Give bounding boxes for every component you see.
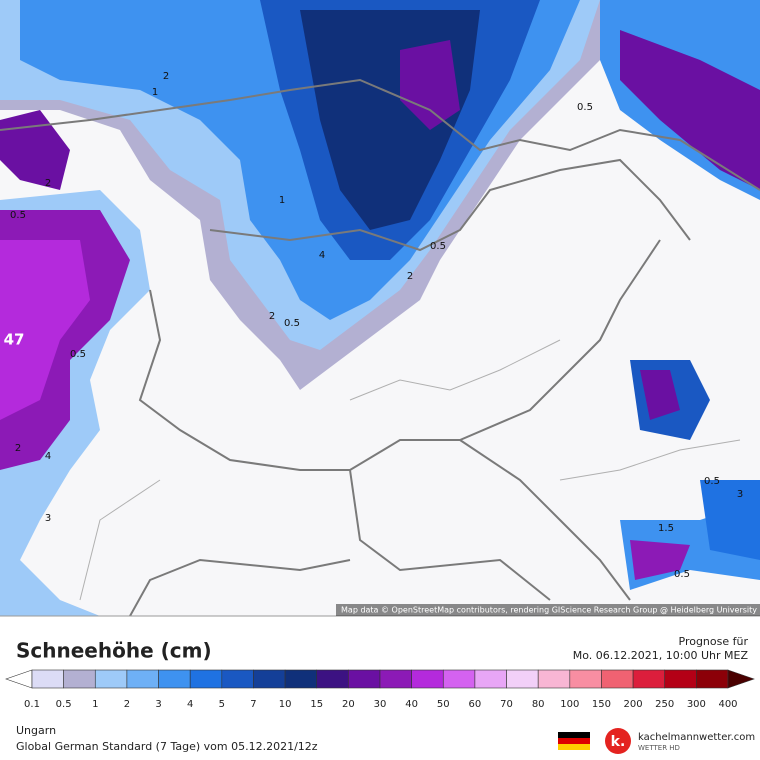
- legend-tick-label: 4: [187, 699, 193, 710]
- legend-tick-label: 0.5: [56, 699, 72, 710]
- contour-label: 0.5: [430, 241, 446, 252]
- legend-swatch: [506, 669, 539, 689]
- brand-name: kachelmannwetter.com: [638, 732, 755, 743]
- model-run: Global German Standard (7 Tage) vom 05.1…: [16, 740, 318, 753]
- legend-tick-label: 80: [532, 699, 545, 710]
- contour-label: 0.5: [284, 318, 300, 329]
- contour-label: 3: [737, 489, 743, 500]
- snow-areas: [0, 0, 760, 616]
- legend-swatch: [632, 669, 666, 689]
- contour-label: 1: [152, 87, 158, 98]
- legend-tick-label: 15: [310, 699, 323, 710]
- contour-label: 0.5: [70, 349, 86, 360]
- borders: [0, 78, 760, 617]
- legend-arrow-high: [727, 669, 755, 689]
- attribution-bg: [336, 604, 760, 616]
- legend-tick-label: 150: [592, 699, 611, 710]
- legend-swatch: [63, 669, 96, 689]
- contour-label: 1: [279, 195, 285, 206]
- attribution: Map data © OpenStreetMap contributors, r…: [341, 606, 757, 615]
- contour-label: 2: [269, 311, 275, 322]
- flag: [558, 732, 590, 750]
- legend-swatch: [94, 669, 128, 689]
- legend-tick-label: 50: [437, 699, 450, 710]
- brand-logo: [605, 728, 631, 754]
- contour-label: 2: [45, 178, 51, 189]
- legend-tick-label: 100: [560, 699, 579, 710]
- contour-label: 2: [15, 443, 21, 454]
- legend-swatch: [284, 669, 318, 689]
- contour-label: 4: [45, 451, 51, 462]
- legend-tick-label: 250: [655, 699, 674, 710]
- region: Ungarn: [16, 724, 56, 737]
- contour-label: 1.5: [658, 523, 674, 534]
- legend-swatch: [696, 669, 729, 689]
- contour-label: 0.5: [674, 569, 690, 580]
- legend-swatch: [348, 669, 381, 689]
- legend-swatch: [569, 669, 602, 689]
- legend-tick-label: 3: [155, 699, 161, 710]
- legend-tick-label: 7: [250, 699, 256, 710]
- contour-label: 4: [319, 250, 325, 261]
- contour-label: 0.5: [577, 102, 593, 113]
- legend-title: Schneehöhe (cm): [16, 639, 212, 663]
- regional-borders: [79, 339, 741, 601]
- legend-tick-label: 2: [124, 699, 130, 710]
- legend-swatch: [442, 669, 476, 689]
- legend-tick-label: 30: [374, 699, 387, 710]
- legend-swatch: [189, 669, 223, 689]
- contour-label: 3: [45, 513, 51, 524]
- contour-label: 47: [4, 331, 25, 349]
- legend-swatch: [664, 669, 697, 689]
- legend-swatch: [126, 669, 159, 689]
- legend-swatch: [221, 669, 254, 689]
- legend-tick-label: 40: [405, 699, 418, 710]
- contour-label: 2: [163, 71, 169, 82]
- legend-swatch: [31, 669, 64, 689]
- legend-tick-label: 300: [687, 699, 706, 710]
- contour-label: 2: [407, 271, 413, 282]
- legend-swatch: [316, 669, 349, 689]
- legend-tick-label: 200: [624, 699, 643, 710]
- contour-label: 0.5: [704, 476, 720, 487]
- legend-tick-label: 0.1: [24, 699, 40, 710]
- legend-tick-label: 60: [469, 699, 482, 710]
- legend-tick-label: 20: [342, 699, 355, 710]
- legend-swatch: [411, 669, 444, 689]
- legend-swatch: [379, 669, 412, 689]
- legend-tick-label: 70: [500, 699, 513, 710]
- legend-swatch: [158, 669, 191, 689]
- legend-swatch: [601, 669, 634, 689]
- legend-swatch: [253, 669, 286, 689]
- legend-tick-label: 400: [718, 699, 737, 710]
- contour-label: 0.5: [10, 210, 26, 221]
- forecast-time: Mo. 06.12.2021, 10:00 Uhr MEZ: [573, 649, 749, 662]
- legend-tick-label: 5: [219, 699, 225, 710]
- forecast-label: Prognose für: [679, 635, 749, 648]
- legend-swatch: [474, 669, 507, 689]
- legend-tick-label: 1: [92, 699, 98, 710]
- brand-logo-letter: k.: [611, 734, 626, 750]
- brand-sub: WETTER HD: [638, 744, 680, 752]
- legend-swatch: [537, 669, 571, 689]
- legend-tick-label: 10: [279, 699, 292, 710]
